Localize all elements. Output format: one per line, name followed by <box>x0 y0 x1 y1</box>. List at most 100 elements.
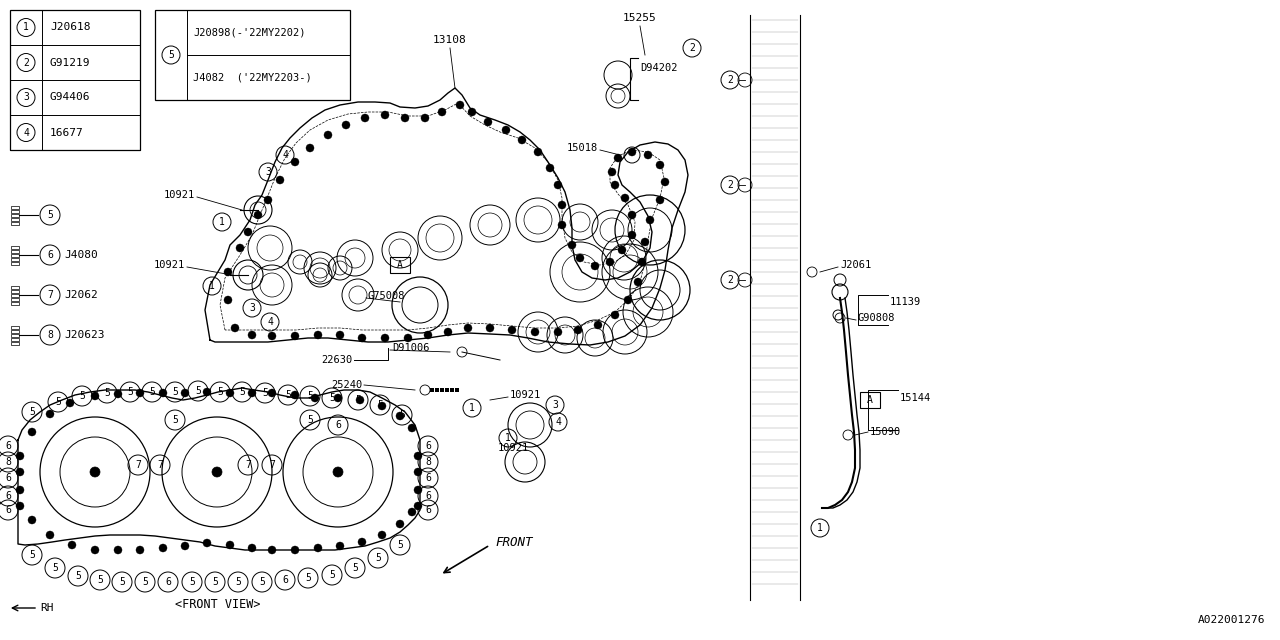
Text: 15090: 15090 <box>870 427 901 437</box>
Circle shape <box>248 544 256 552</box>
Circle shape <box>204 388 211 396</box>
Text: 6: 6 <box>335 420 340 430</box>
Text: 5: 5 <box>285 390 291 400</box>
Circle shape <box>628 148 636 156</box>
Circle shape <box>573 326 582 334</box>
Circle shape <box>136 389 143 397</box>
Text: 5: 5 <box>307 391 312 401</box>
Text: 1: 1 <box>506 433 511 443</box>
Circle shape <box>657 196 664 204</box>
Text: 6: 6 <box>425 505 431 515</box>
Circle shape <box>456 101 465 109</box>
Text: 10921: 10921 <box>498 443 529 453</box>
Circle shape <box>396 520 404 528</box>
Circle shape <box>444 328 452 336</box>
Text: G75008: G75008 <box>369 291 406 301</box>
Circle shape <box>248 331 256 339</box>
Circle shape <box>378 531 387 539</box>
Text: 5: 5 <box>172 387 178 397</box>
Circle shape <box>333 467 343 477</box>
Circle shape <box>413 468 422 476</box>
Bar <box>430 388 434 392</box>
Circle shape <box>554 328 562 336</box>
Bar <box>12 205 19 209</box>
Text: 2: 2 <box>727 75 733 85</box>
Circle shape <box>424 331 433 339</box>
Text: G91219: G91219 <box>50 58 91 67</box>
Text: 6: 6 <box>425 473 431 483</box>
Text: 5: 5 <box>218 387 223 397</box>
Circle shape <box>180 542 189 550</box>
Circle shape <box>15 502 24 510</box>
Text: 5: 5 <box>127 387 133 397</box>
Circle shape <box>605 258 614 266</box>
Circle shape <box>68 541 76 549</box>
Circle shape <box>381 334 389 342</box>
Text: J4080: J4080 <box>64 250 97 260</box>
Text: 7: 7 <box>157 460 163 470</box>
Text: 25240: 25240 <box>330 380 362 390</box>
Bar <box>12 333 19 337</box>
Circle shape <box>621 194 628 202</box>
Text: 5: 5 <box>148 387 155 397</box>
Circle shape <box>618 246 626 254</box>
Circle shape <box>576 254 584 262</box>
Text: 5: 5 <box>307 415 312 425</box>
Text: 5: 5 <box>189 577 195 587</box>
Circle shape <box>421 114 429 122</box>
Circle shape <box>291 332 300 340</box>
Text: 5: 5 <box>397 540 403 550</box>
Text: 22630: 22630 <box>321 355 352 365</box>
Bar <box>12 209 19 212</box>
Circle shape <box>594 321 602 329</box>
Circle shape <box>114 546 122 554</box>
Circle shape <box>67 399 74 407</box>
Text: 8: 8 <box>425 457 431 467</box>
Text: 8: 8 <box>5 457 12 467</box>
Circle shape <box>90 467 100 477</box>
Text: 6: 6 <box>425 491 431 501</box>
Text: 4: 4 <box>556 417 561 427</box>
Circle shape <box>268 389 276 397</box>
Bar <box>12 301 19 305</box>
Circle shape <box>91 546 99 554</box>
Text: 5: 5 <box>29 550 35 560</box>
Circle shape <box>608 168 616 176</box>
Text: 5: 5 <box>239 387 244 397</box>
Text: 4: 4 <box>23 127 29 138</box>
Circle shape <box>634 278 643 286</box>
Text: 15255: 15255 <box>623 13 657 23</box>
Text: 7: 7 <box>47 290 52 300</box>
Bar <box>12 298 19 301</box>
Circle shape <box>486 324 494 332</box>
Text: 5: 5 <box>104 388 110 398</box>
Circle shape <box>378 402 387 410</box>
Text: 3: 3 <box>265 167 271 177</box>
Circle shape <box>224 296 232 304</box>
Text: 10921: 10921 <box>509 390 541 400</box>
Bar <box>12 250 19 253</box>
Text: FRONT: FRONT <box>495 536 532 550</box>
Circle shape <box>502 126 509 134</box>
Text: 6: 6 <box>5 491 12 501</box>
Circle shape <box>408 424 416 432</box>
Circle shape <box>413 502 422 510</box>
Circle shape <box>46 410 54 418</box>
Circle shape <box>468 108 476 116</box>
Text: 15018: 15018 <box>567 143 598 153</box>
Text: <FRONT VIEW>: <FRONT VIEW> <box>175 598 261 611</box>
Text: 1: 1 <box>817 523 823 533</box>
Circle shape <box>611 311 620 319</box>
Text: 6: 6 <box>165 577 172 587</box>
Circle shape <box>46 531 54 539</box>
Bar <box>12 326 19 328</box>
Circle shape <box>628 211 636 219</box>
Text: 4: 4 <box>268 317 273 327</box>
Text: 5: 5 <box>47 210 52 220</box>
Circle shape <box>324 131 332 139</box>
Text: 5: 5 <box>55 397 61 407</box>
Circle shape <box>236 244 244 252</box>
Circle shape <box>335 542 344 550</box>
Circle shape <box>660 178 669 186</box>
Circle shape <box>611 181 620 189</box>
